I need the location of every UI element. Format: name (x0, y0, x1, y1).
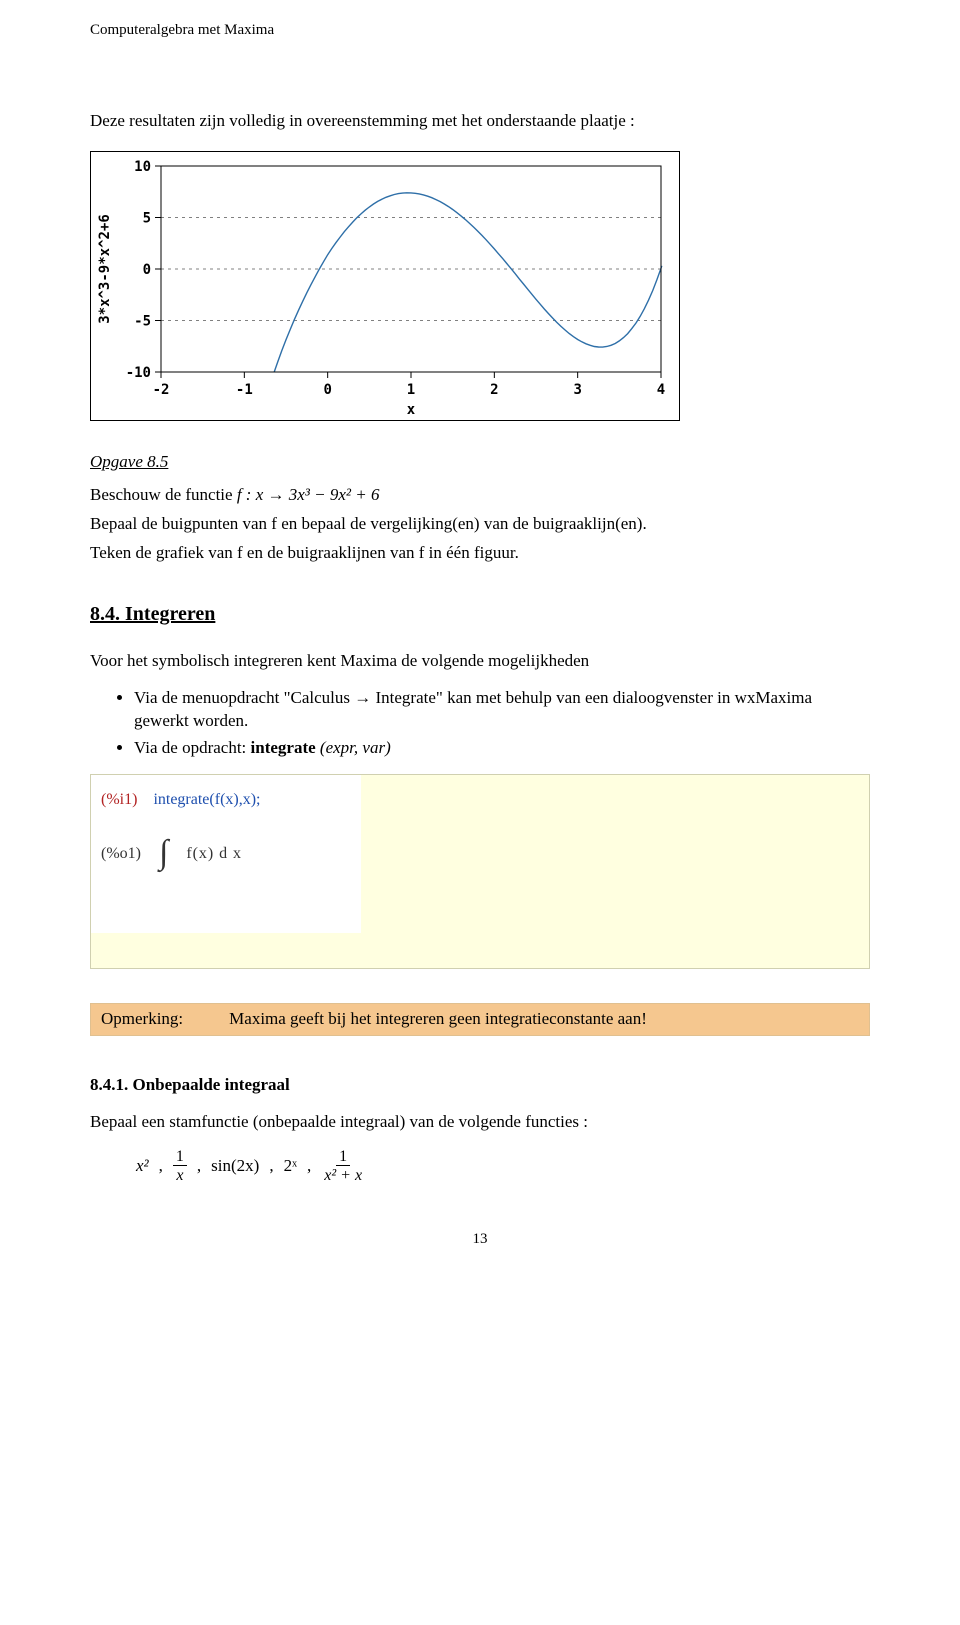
notice-box: Opmerking: Maxima geeft bij het integrer… (90, 1003, 870, 1036)
bullet-item-2: Via de opdracht: integrate (expr, var) (134, 737, 870, 760)
subsection-title: 8.4.1. Onbepaalde integraal (90, 1074, 870, 1097)
term-1: x² (136, 1155, 149, 1178)
function-list: x² , 1 x , sin(2x) , 2ˣ , 1 x² + x (90, 1148, 870, 1186)
exercise-title: Opgave 8.5 (90, 451, 870, 474)
svg-text:4: 4 (657, 382, 665, 398)
notice-text: Maxima geeft bij het integreren geen int… (229, 1008, 647, 1031)
frac1-den: x (173, 1166, 186, 1185)
function-chart: -2-101234-10-50510x3*x^3-9*x^2+6 (90, 151, 680, 421)
document-header: Computeralgebra met Maxima (90, 20, 870, 40)
svg-text:0: 0 (143, 262, 151, 278)
sep: , (307, 1155, 311, 1178)
code-output-box: (%i1) integrate(f(x),x); (%o1) ∫ f(x) d … (90, 774, 870, 969)
bullet2-pre: Via de opdracht: (134, 738, 251, 757)
svg-text:2: 2 (490, 382, 498, 398)
svg-text:-1: -1 (236, 382, 253, 398)
code-inner-panel: (%i1) integrate(f(x),x); (%o1) ∫ f(x) d … (91, 775, 361, 933)
integral-icon: ∫ (159, 838, 168, 869)
bullet2-bold: integrate (251, 738, 316, 757)
svg-text:0: 0 (323, 382, 331, 398)
svg-text:10: 10 (134, 159, 151, 175)
exercise-function: Beschouw de functie f : x → 3x³ − 9x² + … (90, 484, 870, 507)
svg-text:5: 5 (143, 211, 151, 227)
term-frac-2: 1 x² + x (321, 1148, 365, 1186)
sep: , (197, 1155, 201, 1178)
svg-text:-10: -10 (126, 365, 151, 381)
frac1-num: 1 (173, 1148, 187, 1167)
frac2-num: 1 (336, 1148, 350, 1167)
section-intro: Voor het symbolisch integreren kent Maxi… (90, 650, 870, 673)
term-frac-1: 1 x (173, 1148, 187, 1186)
svg-text:-2: -2 (153, 382, 170, 398)
exercise-line-2: Bepaal de buigpunten van f en bepaal de … (90, 513, 870, 536)
page-number: 13 (90, 1229, 870, 1249)
sep: , (159, 1155, 163, 1178)
output-expr: f(x) d x (186, 843, 242, 865)
notice-label: Opmerking: (101, 1008, 183, 1031)
svg-text:3*x^3-9*x^2+6: 3*x^3-9*x^2+6 (97, 214, 113, 324)
term-3: 2ˣ (284, 1155, 297, 1178)
section-title: 8.4. Integreren (90, 601, 870, 628)
exercise-line-3: Teken de grafiek van f en de buigraaklij… (90, 542, 870, 565)
svg-text:-5: -5 (134, 314, 151, 330)
output-row: (%o1) ∫ f(x) d x (101, 838, 351, 869)
svg-text:x: x (407, 402, 416, 418)
svg-text:3: 3 (573, 382, 581, 398)
output-label: (%o1) (101, 843, 141, 865)
frac2-den: x² + x (321, 1166, 365, 1185)
input-row: (%i1) integrate(f(x),x); (101, 789, 351, 811)
subsection-text: Bepaal een stamfunctie (onbepaalde integ… (90, 1111, 870, 1134)
input-command: integrate(f(x),x); (153, 791, 260, 808)
intro-paragraph: Deze resultaten zijn volledig in overeen… (90, 110, 870, 133)
exercise-math: f : x → 3x³ − 9x² + 6 (237, 485, 380, 504)
term-2: sin(2x) (211, 1155, 259, 1178)
exercise-prefix: Beschouw de functie (90, 485, 237, 504)
svg-text:1: 1 (407, 382, 415, 398)
bullet2-post: (expr, var) (316, 738, 391, 757)
bullet-list: Via de menuopdracht "Calculus → Integrat… (90, 687, 870, 760)
input-label: (%i1) (101, 791, 137, 808)
sep: , (269, 1155, 273, 1178)
bullet-item-1: Via de menuopdracht "Calculus → Integrat… (134, 687, 870, 733)
